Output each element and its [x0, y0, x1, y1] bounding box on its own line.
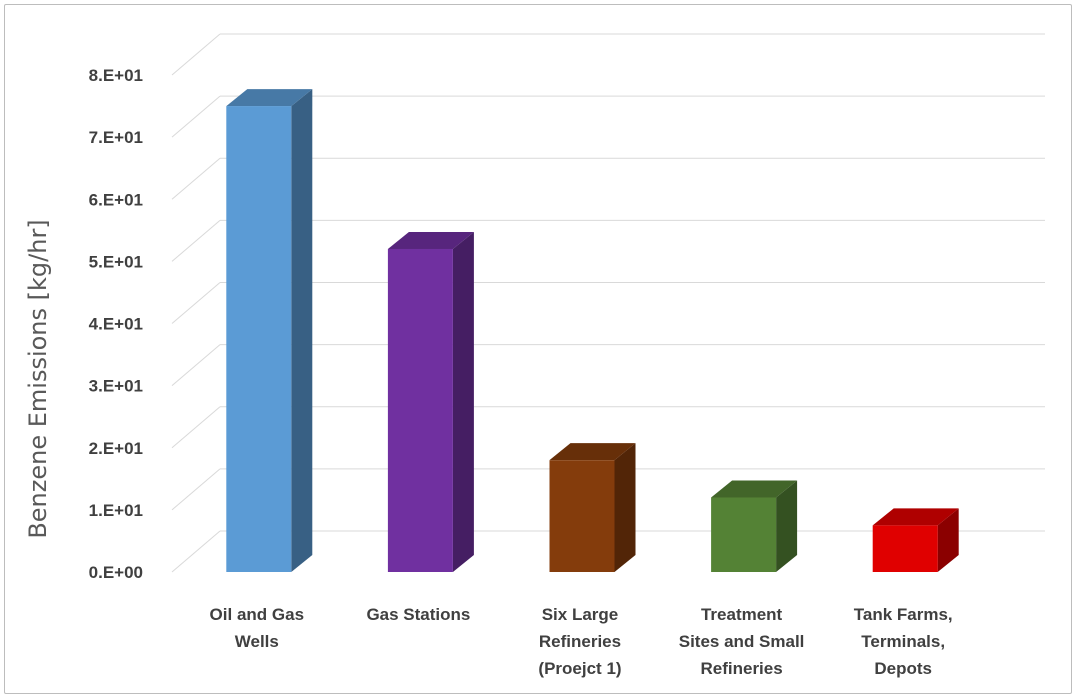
x-axis-category-labels: Oil and Gas Wells Gas Stations Six Large Ref…: [210, 605, 953, 678]
x-category-label-line: Six Large: [542, 605, 619, 624]
gridline-side: [171, 95, 221, 138]
bars: [226, 89, 959, 572]
bar-side: [776, 480, 798, 572]
x-category-label: Oil and Gas Wells: [210, 605, 304, 651]
y-tick-label: 5.E+01: [89, 252, 143, 271]
y-tick-label: 1.E+01: [89, 501, 143, 520]
y-tick-label: 4.E+01: [89, 315, 143, 334]
bar-side: [614, 443, 636, 572]
x-category-label-line: Terminals,: [861, 632, 945, 651]
bar-front: [549, 460, 615, 572]
chart-frame: [4, 4, 1072, 694]
x-category-label-line: Tank Farms,: [854, 605, 953, 624]
gridlines: [171, 33, 1045, 573]
bar-top: [226, 89, 313, 107]
x-category-label-line: Oil and Gas: [210, 605, 304, 624]
y-tick-label: 0.E+00: [89, 563, 143, 582]
x-category-label: Six Large Refineries (Proejct 1): [538, 605, 621, 678]
x-category-label-line: Sites and Small: [679, 632, 805, 651]
bar-side: [291, 89, 313, 572]
y-tick-label: 6.E+01: [89, 190, 143, 209]
x-category-label: Treatment Sites and Small Refineries: [679, 605, 805, 678]
gridline-side: [171, 530, 221, 573]
gridline-side: [171, 344, 221, 387]
bar-side: [937, 508, 959, 572]
bar-front: [226, 106, 292, 572]
x-category-label: Gas Stations: [366, 605, 470, 624]
y-axis-tick-labels: 0.E+00 1.E+01 2.E+01 3.E+01 4.E+01 5.E+01 6.E+…: [89, 66, 143, 582]
bar-top: [549, 443, 636, 461]
bar-front: [711, 497, 777, 572]
x-category-label-line: Refineries: [700, 659, 782, 678]
bar-top: [872, 508, 959, 526]
bar-front: [872, 525, 938, 572]
bar: [387, 231, 474, 572]
x-category-label-line: Depots: [874, 659, 932, 678]
x-category-label: Tank Farms, Terminals, Depots: [854, 605, 953, 678]
y-tick-label: 7.E+01: [89, 128, 143, 147]
bar-side: [452, 231, 474, 572]
bar: [872, 508, 959, 572]
bar-top: [387, 231, 474, 249]
gridline-side: [171, 33, 221, 76]
x-category-label-line: Treatment: [701, 605, 783, 624]
y-axis-title: Benzene Emissions [kg/hr]: [24, 219, 52, 538]
gridline-side: [171, 468, 221, 511]
gridline-side: [171, 406, 221, 449]
bar: [549, 443, 636, 572]
bar-front: [387, 248, 453, 572]
x-category-label-line: (Proejct 1): [538, 659, 621, 678]
gridline-side: [171, 219, 221, 262]
x-category-label-line: Refineries: [539, 632, 621, 651]
y-tick-label: 8.E+01: [89, 66, 143, 85]
gridline-side: [171, 282, 221, 324]
y-tick-label: 2.E+01: [89, 439, 143, 458]
bar-top: [711, 480, 798, 498]
bar: [226, 89, 313, 572]
x-category-label-line: Wells: [235, 632, 279, 651]
bar: [711, 480, 798, 572]
y-tick-label: 3.E+01: [89, 377, 143, 396]
gridline-side: [171, 157, 221, 200]
x-category-label-line: Gas Stations: [366, 605, 470, 624]
